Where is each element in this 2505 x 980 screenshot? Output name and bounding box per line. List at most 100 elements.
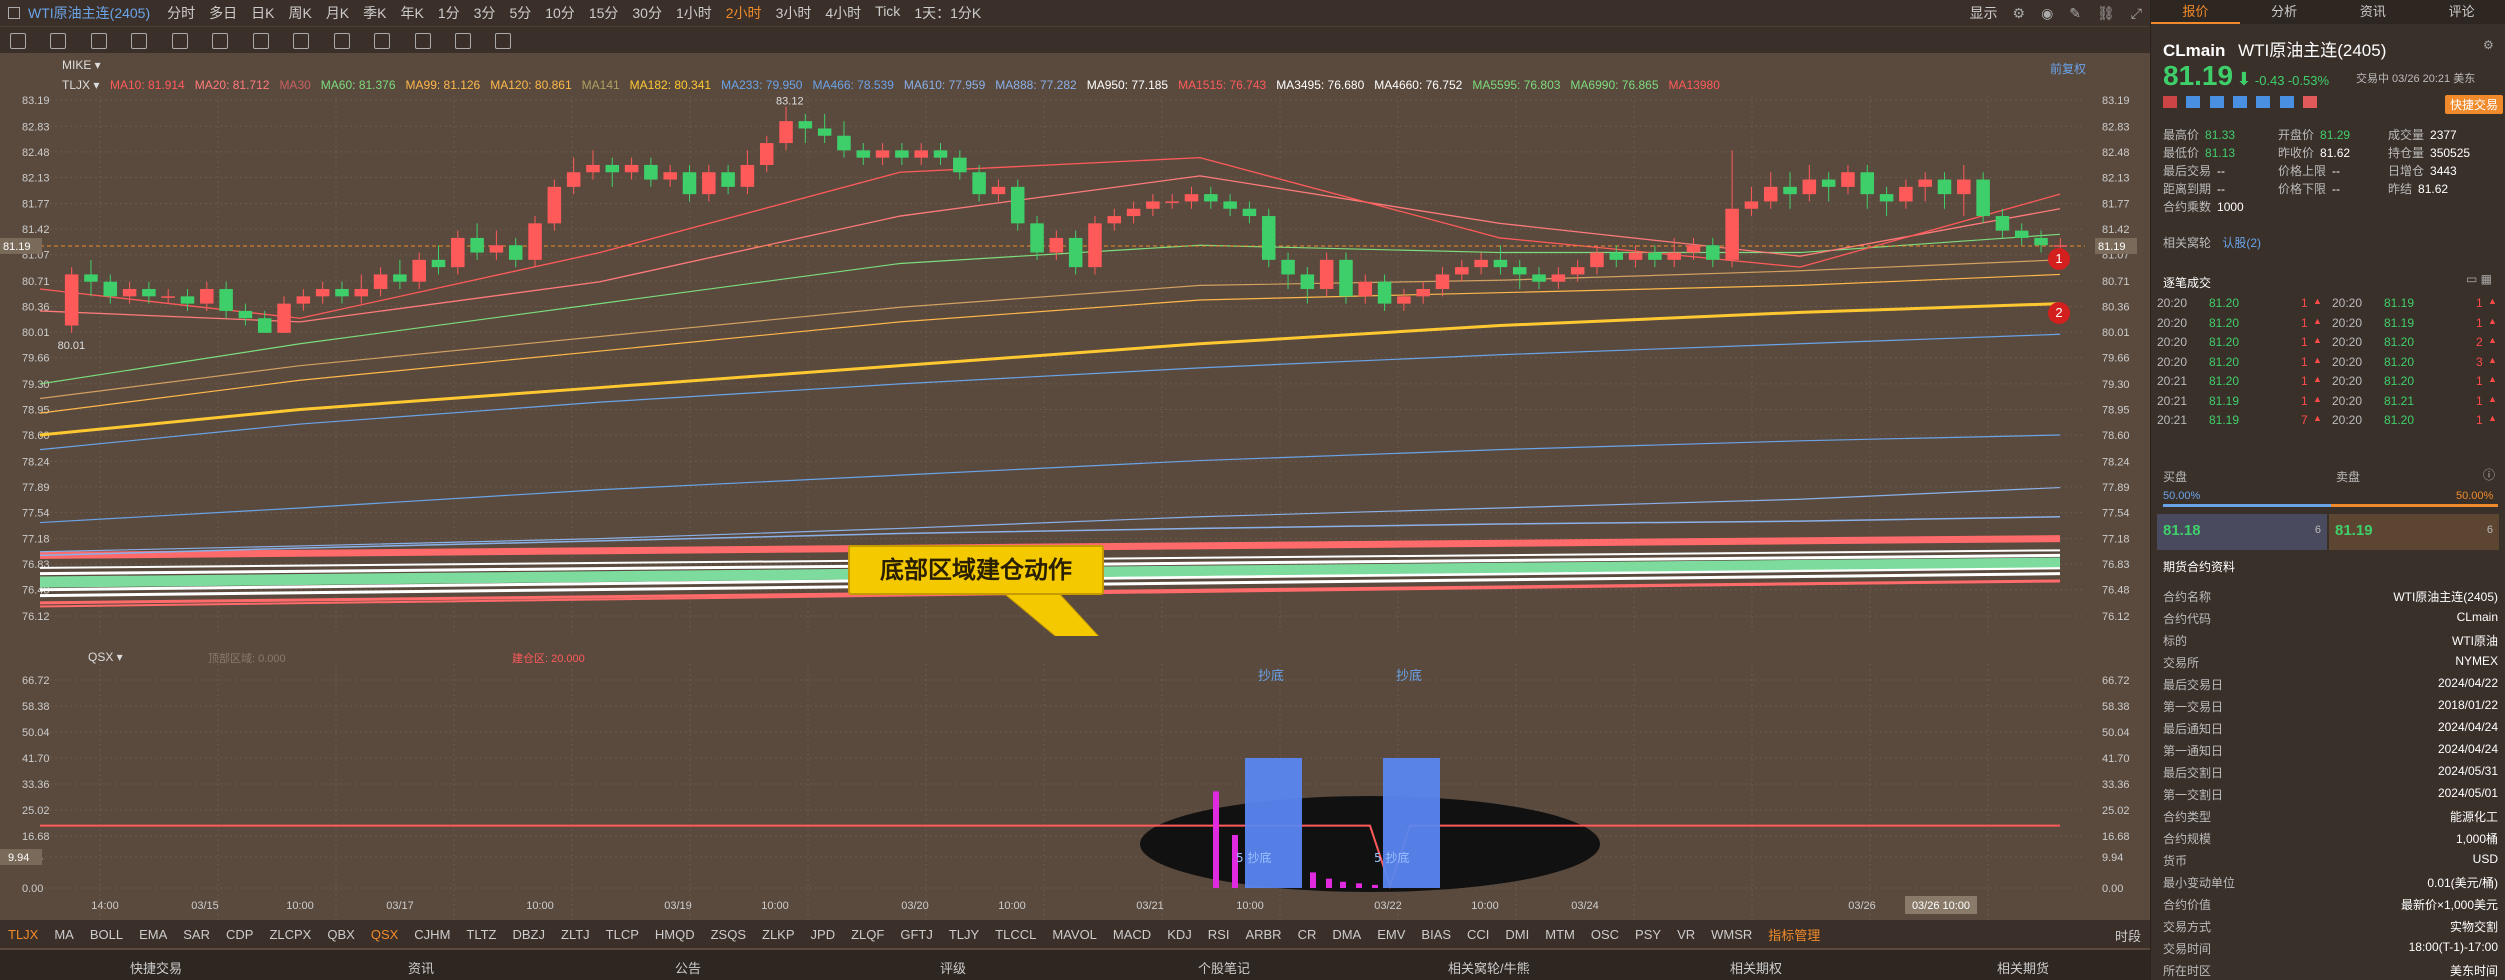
chart-icon[interactable] [2209,96,2224,108]
related-warrants[interactable]: 相关窝轮 认股(2) [2163,236,2262,250]
indicator-tab[interactable]: PSY [1635,926,1662,942]
trash-icon[interactable] [495,33,512,49]
fib-tool-icon[interactable] [212,33,229,49]
marker-2[interactable]: 2 [2048,302,2070,324]
bottom-nav-item[interactable]: 快捷交易 [130,961,183,976]
candle-body[interactable] [1821,179,1836,187]
sub-indicator-chart[interactable]: 66.72 66.72 58.38 58.38 50.04 50.04 41.70 41.70… [0,664,2150,920]
candle-body[interactable] [1146,201,1160,209]
candle-body[interactable] [1957,179,1971,195]
display-menu[interactable]: 显示 [1969,5,1998,21]
candle-body[interactable] [1030,223,1044,253]
period-tab[interactable]: 1分 [437,5,460,21]
sub-indicator-label[interactable]: QSX ▾ [88,650,123,664]
candle-body[interactable] [219,289,233,311]
candle-body[interactable] [489,245,504,253]
arrow-tool-icon[interactable] [252,33,269,49]
candle-body[interactable] [393,274,407,282]
quick-trade-button[interactable]: 快捷交易 [2445,95,2504,114]
link-icon[interactable]: ⛓ [2097,4,2115,21]
indicator-tab[interactable]: BIAS [1421,926,1452,942]
chaodi-bar[interactable] [1245,758,1302,888]
candle-body[interactable] [837,135,851,151]
candle-body[interactable] [1068,237,1083,268]
candle-body[interactable] [779,121,793,144]
panel-tab[interactable]: 资讯 [2359,4,2386,19]
candle-body[interactable] [1570,267,1585,275]
indicator-tab[interactable]: CCI [1467,926,1490,942]
candle-body[interactable] [644,164,658,180]
candle-body[interactable] [1802,179,1817,195]
chaodi-bar[interactable] [1383,758,1440,888]
period-tab[interactable]: 5分 [509,5,532,21]
candle-body[interactable] [1300,274,1315,290]
candle-body[interactable] [1184,194,1199,202]
indicator-tab[interactable]: MTM [1545,926,1575,942]
indicator-tab[interactable]: BOLL [89,926,124,942]
bottom-nav-item[interactable]: 个股笔记 [1198,961,1251,976]
candle-body[interactable] [547,186,562,224]
candle-body[interactable] [856,150,871,158]
lock-icon[interactable] [414,33,431,49]
heart-icon[interactable] [2303,96,2318,108]
candle-body[interactable] [682,172,697,195]
candle-body[interactable] [1126,208,1141,217]
candle-body[interactable] [1377,281,1392,304]
candle-body[interactable] [1763,186,1778,202]
period-tab[interactable]: 多日 [209,5,238,21]
candle-body[interactable] [161,296,175,298]
main-indicator-label[interactable]: TLJX ▾ [62,78,100,92]
panel-tab[interactable]: 分析 [2271,4,2298,19]
candle-body[interactable] [1397,296,1411,304]
bottom-nav-item[interactable]: 相关期权 [1730,961,1783,976]
indicator-tab[interactable]: TLCCL [995,926,1037,942]
candle-body[interactable] [451,237,465,268]
period-tab[interactable]: 日K [251,5,275,21]
indicator-tab[interactable]: TLTZ [466,926,497,942]
candle-body[interactable] [1435,274,1450,290]
period-tab[interactable]: 季K [363,5,387,21]
candle-body[interactable] [277,303,291,333]
adjust-label[interactable]: 前复权 [2050,62,2087,76]
candle-body[interactable] [1319,259,1334,290]
candle-body[interactable] [953,157,967,173]
period-tab[interactable]: 15分 [588,5,619,21]
candle-body[interactable] [1261,216,1276,260]
pen-icon[interactable]: ✎ [2069,4,2082,21]
brush-tool-icon[interactable] [333,33,350,49]
candle-body[interactable] [84,274,98,282]
candle-body[interactable] [335,289,349,297]
candle-body[interactable] [1455,267,1469,275]
candle-body[interactable] [933,150,948,158]
candle-body[interactable] [2014,230,2029,238]
indicator-tab[interactable]: RSI [1207,926,1230,942]
candle-body[interactable] [1783,186,1797,195]
candle-body[interactable] [566,172,581,187]
indicator-tab[interactable]: TLJY [948,926,980,942]
candle-body[interactable] [991,186,1006,195]
bottom-nav-item[interactable]: 相关期货 [1997,961,2050,976]
period-tab[interactable]: 10分 [545,5,575,21]
period-tab[interactable]: 3小时 [775,5,812,21]
candle-body[interactable] [1725,208,1739,260]
candle-body[interactable] [875,150,890,158]
bottom-nav-item[interactable]: 公告 [675,961,702,976]
bid-box[interactable]: 81.18 6 [2157,514,2327,550]
candle-body[interactable] [64,274,79,326]
indicator-tab[interactable]: DMA [1332,926,1362,942]
candle-body[interactable] [972,172,986,195]
candle-body[interactable] [1493,259,1508,268]
panel-tab[interactable]: 报价 [2151,0,2240,24]
period-tab[interactable]: 1小时 [675,5,712,21]
candle-body[interactable] [1648,252,1662,260]
candle-body[interactable] [759,143,774,165]
period-tab[interactable]: 2小时 [725,5,762,21]
indicator-tab[interactable]: ARBR [1245,926,1282,942]
candle-body[interactable] [1860,172,1875,195]
candle-body[interactable] [142,289,156,297]
candle-body[interactable] [1049,237,1064,253]
rect-tool-icon[interactable] [171,33,188,49]
candle-body[interactable] [1744,201,1759,209]
text-tool-icon[interactable] [293,33,310,49]
indicator-tab[interactable]: QBX [327,926,355,942]
